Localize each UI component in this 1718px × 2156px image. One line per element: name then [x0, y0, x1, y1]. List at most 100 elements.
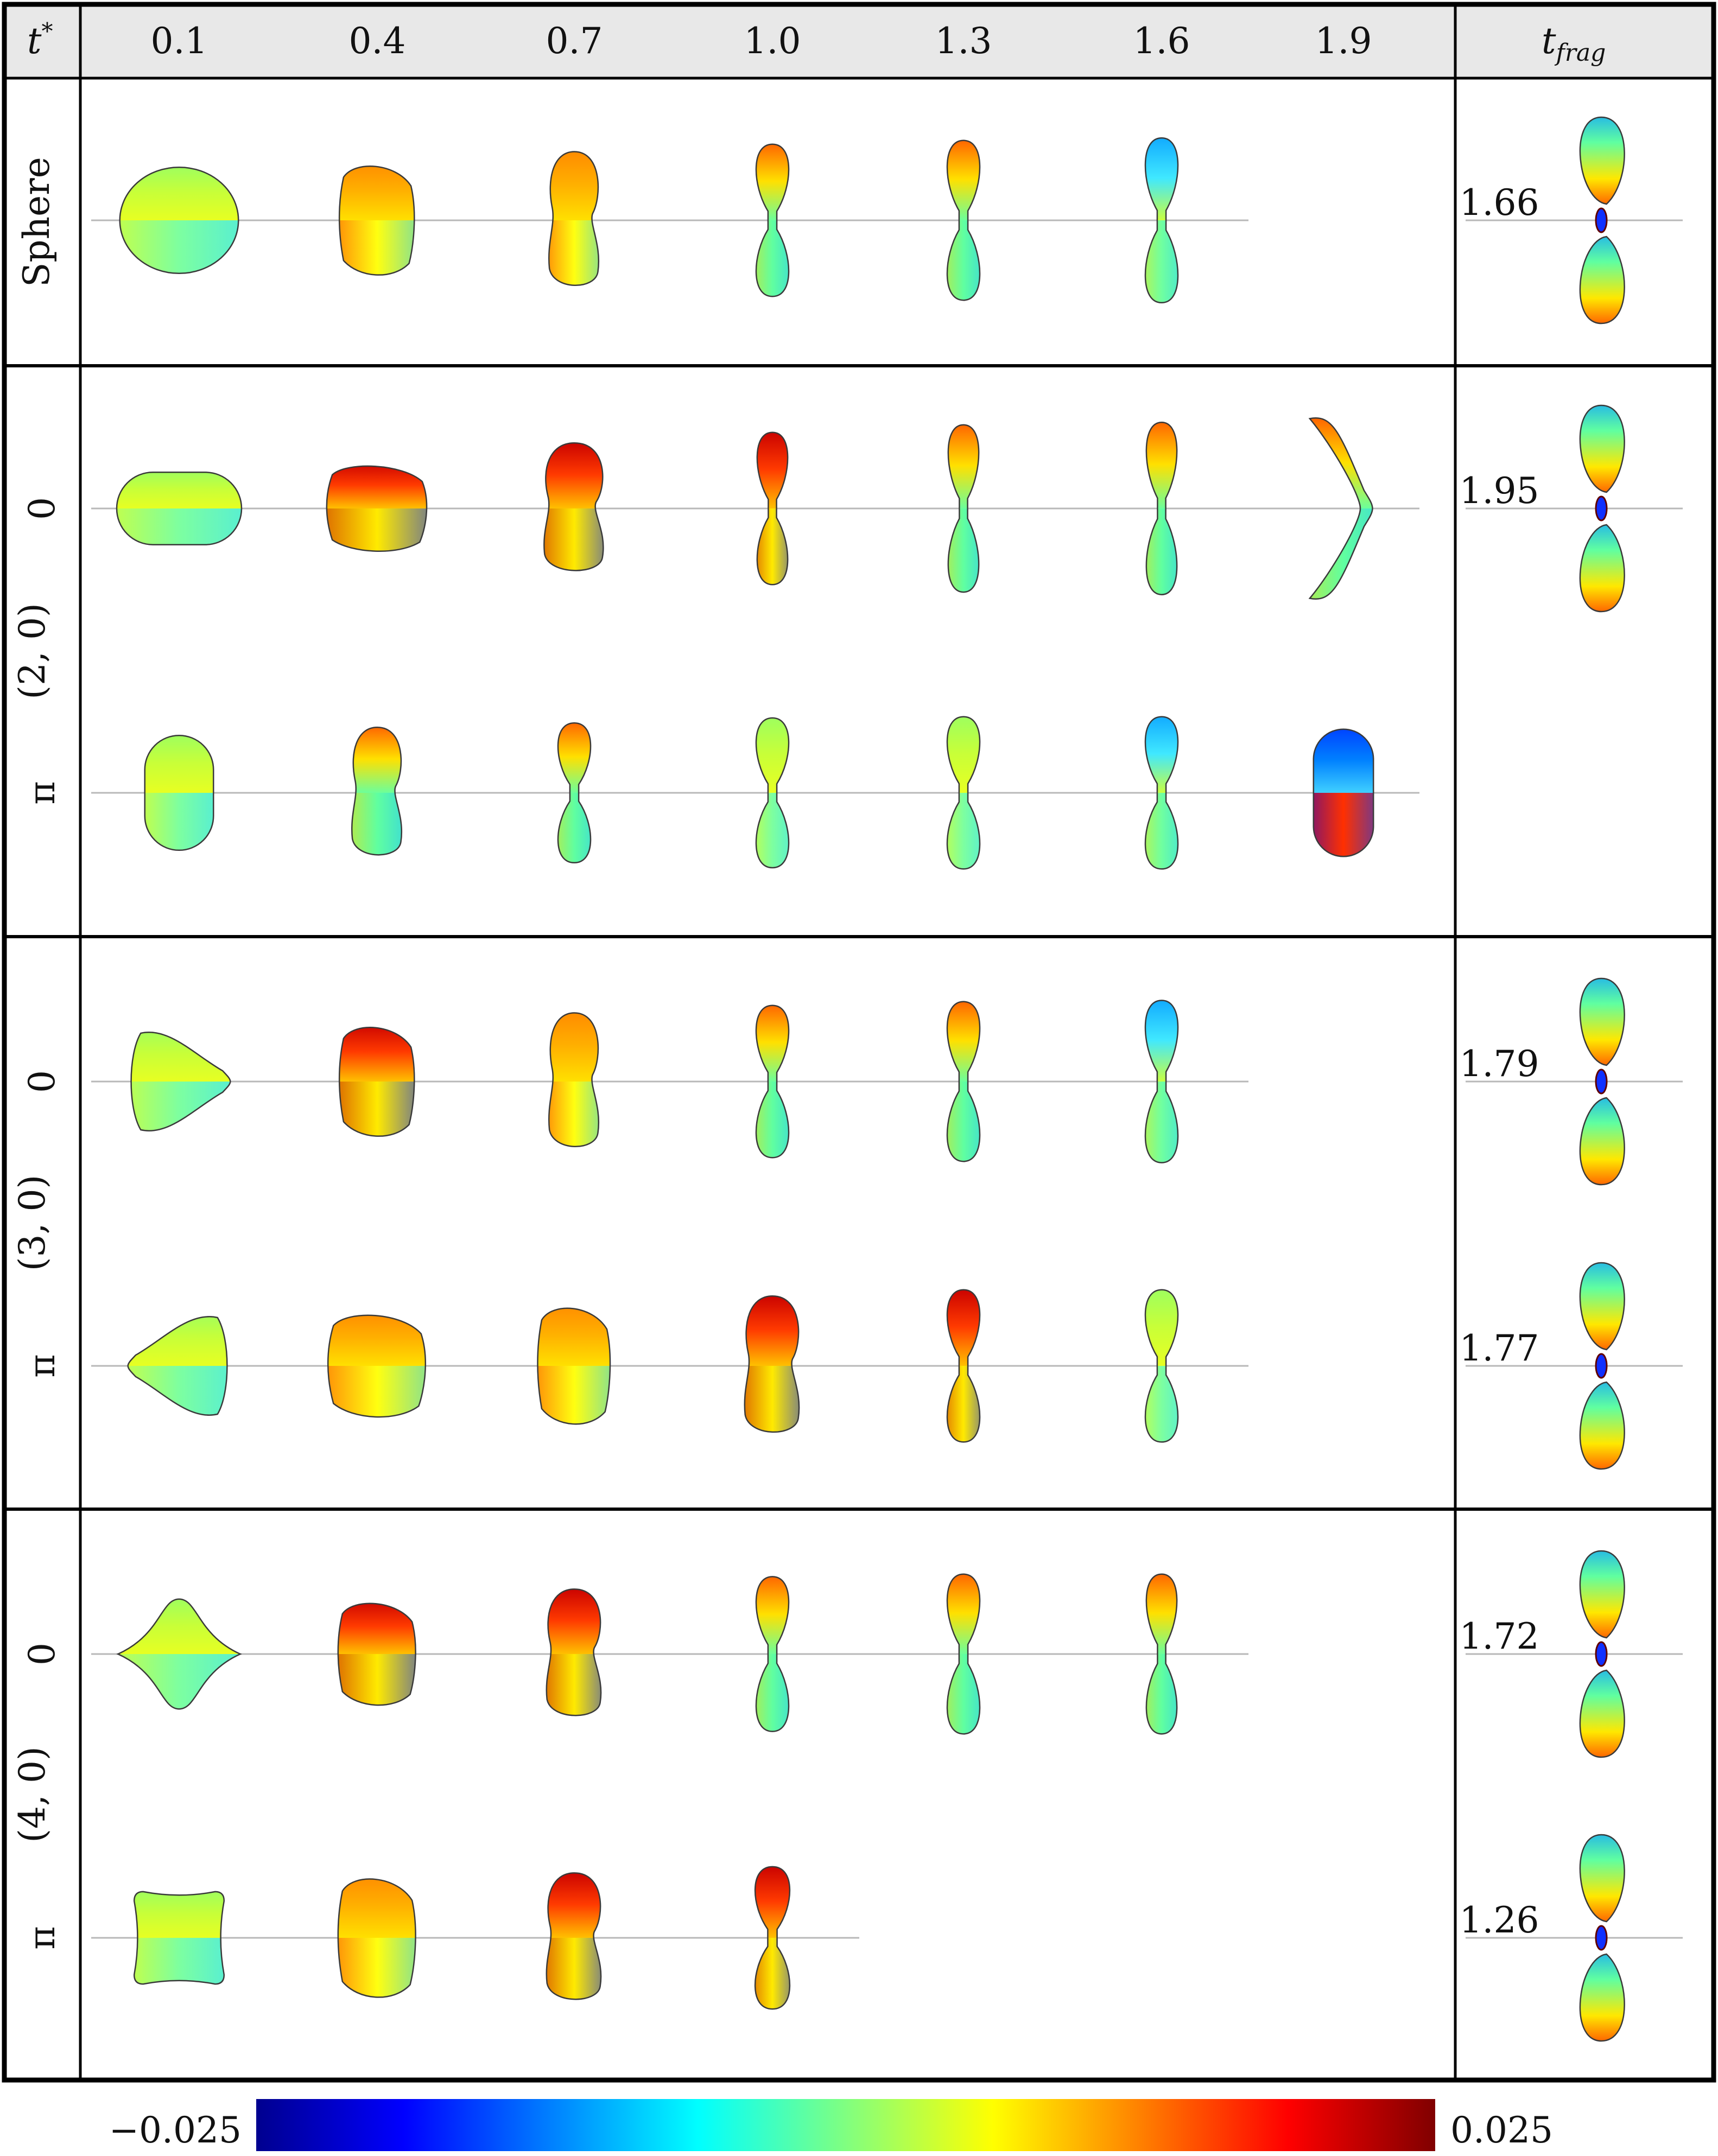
droplet-upper-half: [757, 432, 788, 508]
fragment-outline: [1579, 1262, 1625, 1351]
droplet-upper-half: [546, 1873, 601, 1938]
droplet-lower-half: [128, 1366, 227, 1415]
droplet-lower-half: [947, 1366, 980, 1442]
fragment-outline: [1579, 236, 1625, 325]
droplet-upper-half: [144, 735, 214, 793]
droplet-lower-half: [756, 1654, 789, 1732]
droplet-outline: [133, 1891, 225, 1985]
droplet-upper-half: [947, 716, 980, 793]
droplet-lower-half: [947, 1082, 980, 1162]
time-column-labels: 0.1 0.4 0.7 1.0 1.3 1.6 1.9: [151, 20, 1372, 62]
droplet-lower-half: [1145, 1082, 1178, 1163]
droplet-upper-half: [338, 1603, 416, 1654]
droplet-lower-half: [1309, 508, 1373, 599]
droplet-upper-half: [131, 1032, 231, 1082]
droplet-outline: [754, 1866, 791, 2010]
droplet-upper-half: [947, 140, 980, 220]
droplet-upper-half: [947, 1001, 980, 1082]
droplet-outline: [756, 431, 789, 586]
simulation-row: 0 1.95: [21, 404, 1683, 613]
group-3: (3, 0)0 1.79π 1.77: [11, 977, 1683, 1470]
fragment-droplet: [1580, 237, 1625, 323]
fragment-droplet: [1580, 1263, 1625, 1350]
droplet-outline: [327, 1314, 426, 1418]
droplet-outline: [119, 167, 239, 274]
droplet-outline: [337, 1878, 416, 1998]
time-label: 0.1: [151, 20, 208, 62]
fragment-droplet: [1580, 1954, 1625, 2041]
droplet-outline: [130, 1032, 231, 1131]
fragment-droplet: [1580, 1382, 1625, 1469]
droplet-upper-half: [947, 1574, 980, 1654]
group-4: (4, 0)0 1.72π 1.26: [11, 1550, 1683, 2042]
droplet-upper-half: [119, 167, 239, 220]
simulation-row: π 1.77: [21, 1262, 1683, 1470]
time-axis-label: t*: [27, 18, 53, 62]
droplet-upper-half: [537, 1308, 611, 1366]
simulation-row: 1.66: [91, 116, 1683, 325]
droplet-lower-half: [328, 1366, 426, 1417]
simulation-row: π: [21, 716, 1419, 870]
fragment-outline: [1579, 977, 1625, 1066]
droplet-outline: [127, 1316, 228, 1416]
fragment-droplet: [1580, 1670, 1625, 1757]
droplet-outline: [546, 1588, 602, 1716]
droplet-upper-half: [328, 1315, 426, 1366]
droplet-upper-half: [544, 443, 604, 508]
droplet-shape: [1313, 728, 1374, 857]
colorbar-max-label: 0.025: [1450, 2109, 1553, 2151]
satellite-droplet: [1595, 1069, 1608, 1095]
time-label: 1.6: [1133, 20, 1190, 62]
droplet-outline: [946, 716, 981, 870]
droplet-lower-half: [352, 793, 402, 855]
droplet-upper-half: [1313, 729, 1374, 793]
droplet-lower-half: [144, 793, 214, 850]
droplet-upper-half: [546, 1589, 601, 1654]
frag-time-label: tfrag: [1542, 20, 1606, 67]
droplet-shape: [144, 734, 214, 851]
droplet-upper-half: [756, 718, 789, 793]
frag-time-value: 1.79: [1460, 1043, 1539, 1085]
droplet-outline: [744, 1295, 800, 1433]
droplet-lower-half: [544, 508, 604, 571]
droplet-shape: [546, 1872, 602, 2000]
droplet-upper-half: [756, 1005, 789, 1082]
droplet-outline: [1145, 1573, 1178, 1735]
fragment-droplet: [1580, 525, 1625, 612]
colorbar-min-label: −0.025: [109, 2109, 242, 2151]
droplet-outline: [338, 166, 415, 276]
droplet-shape: [1144, 137, 1179, 304]
droplet-upper-half: [1145, 1000, 1178, 1082]
fragment-outline: [1579, 1669, 1625, 1758]
droplet-lower-half: [549, 1082, 599, 1147]
droplet-shape: [338, 1027, 415, 1137]
droplet-upper-half: [326, 466, 427, 508]
droplet-shape: [133, 1891, 225, 1985]
fragment-outline: [1579, 1834, 1625, 1923]
fragment-droplet: [1580, 405, 1625, 492]
droplet-shape: [548, 1012, 599, 1147]
droplet-shape: [537, 1307, 611, 1425]
droplet-upper-half: [339, 166, 415, 220]
droplet-outline: [946, 1573, 981, 1735]
droplet-upper-half: [117, 472, 242, 508]
droplet-lower-half: [947, 220, 980, 301]
droplet-lower-half: [756, 793, 789, 868]
droplet-outline: [1308, 417, 1373, 600]
droplet-lower-half: [339, 1082, 415, 1136]
droplet-upper-half: [134, 1891, 224, 1938]
droplet-lower-half: [1145, 793, 1178, 869]
droplet-upper-half: [1145, 716, 1178, 793]
droplet-lower-half: [546, 1938, 601, 2000]
droplet-lower-half: [1313, 793, 1374, 857]
droplet-outline: [947, 424, 980, 593]
time-label: 0.4: [349, 20, 406, 62]
droplet-upper-half: [128, 1317, 227, 1366]
frag-time-value: 1.77: [1460, 1327, 1539, 1369]
header-band: [4, 4, 1714, 78]
droplet-upper-half: [1146, 1574, 1177, 1654]
droplet-outline: [755, 143, 790, 297]
droplet-outline: [537, 1307, 611, 1425]
fragment-droplet: [1580, 1098, 1625, 1185]
group-name: (3, 0): [11, 1175, 53, 1271]
